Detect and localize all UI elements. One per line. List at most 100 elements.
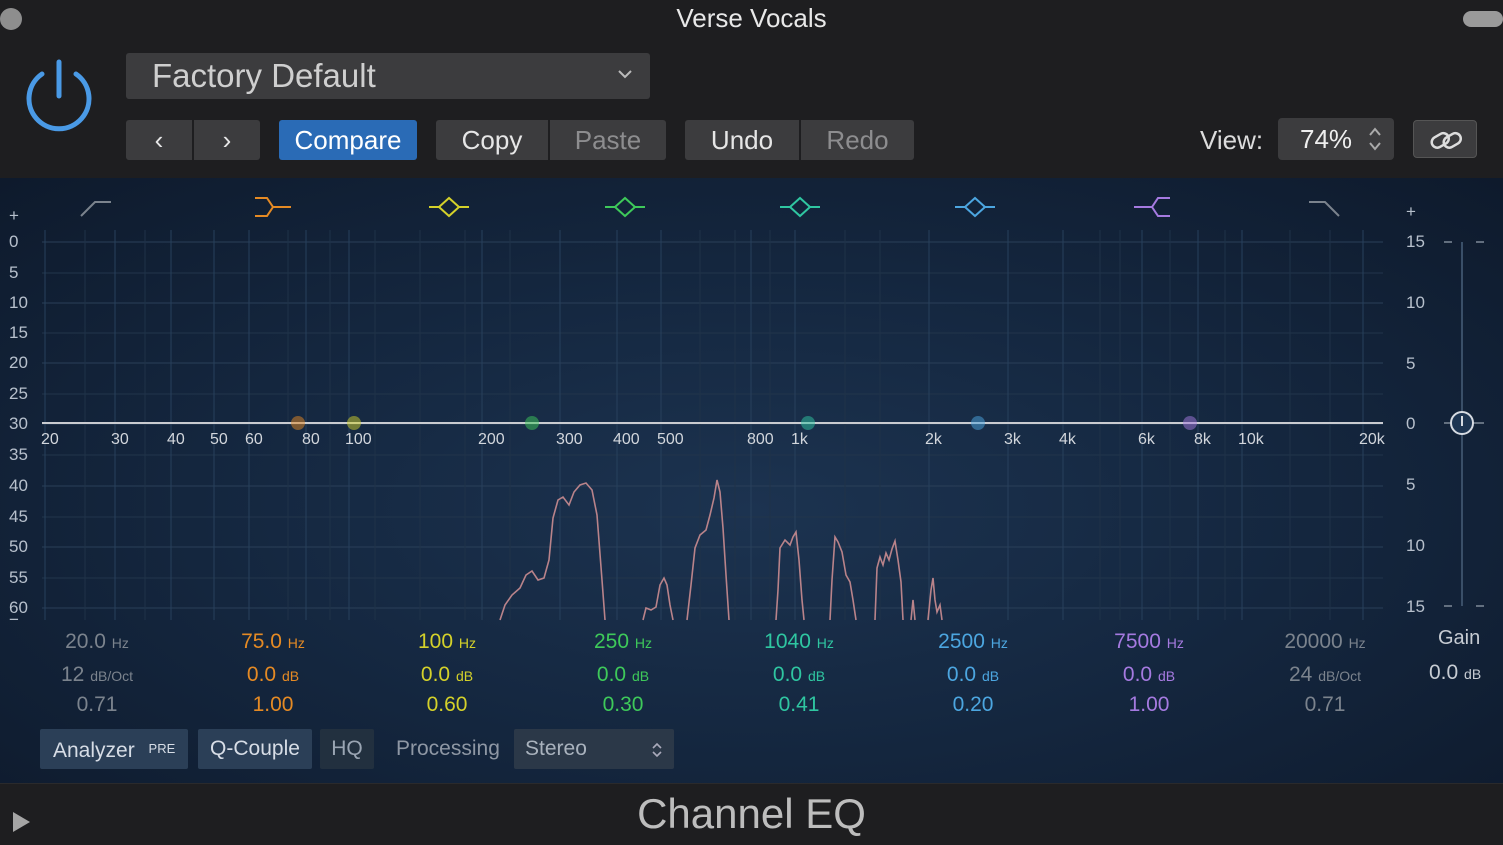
window-toggle-button[interactable]	[1463, 11, 1503, 27]
analyzer-button[interactable]: Analyzer PRE	[40, 729, 188, 769]
left-scale-label: 55	[9, 568, 28, 587]
frequency-label: 3k	[1004, 431, 1021, 448]
compare-button[interactable]: Compare	[279, 120, 417, 160]
band-q-value: 0.20	[952, 693, 994, 716]
band-5-q[interactable]: 0.41	[729, 693, 869, 717]
left-scale-label: 0	[9, 232, 19, 251]
gain-value-unit: dB	[1464, 666, 1482, 682]
band-2-q[interactable]: 1.00	[203, 693, 343, 717]
band-frequency-value: 2500	[938, 630, 985, 653]
band-3-gain[interactable]: 0.0 dB	[377, 663, 517, 687]
left-scale-label: 15	[9, 323, 28, 342]
paste-button[interactable]: Paste	[550, 120, 666, 160]
band-5-gain[interactable]: 0.0 dB	[729, 663, 869, 687]
band-8-gain[interactable]: 24 dB/Oct	[1255, 663, 1395, 687]
band-q-value: 0.30	[602, 693, 644, 716]
band-frequency-unit: Hz	[111, 635, 129, 651]
band-5-frequency[interactable]: 1040 Hz	[729, 630, 869, 654]
right-scale-label: 15	[1406, 232, 1425, 251]
processing-select[interactable]: Stereo	[514, 729, 674, 769]
left-scale-label: 50	[9, 537, 28, 556]
preset-menu[interactable]: Factory Default	[126, 53, 650, 99]
frequency-label: 80	[302, 431, 320, 448]
band-7-q[interactable]: 1.00	[1079, 693, 1219, 717]
band-gain-value: 12	[61, 663, 85, 686]
frequency-label: 30	[111, 431, 129, 448]
right-scale-label: 5	[1406, 475, 1416, 494]
band-3-q[interactable]: 0.60	[377, 693, 517, 717]
band-2-gain[interactable]: 0.0 dB	[203, 663, 343, 687]
undo-button[interactable]: Undo	[685, 120, 799, 160]
low-cut-icon[interactable]	[77, 192, 117, 222]
left-scale-label: −	[9, 610, 19, 629]
updown-chevron-icon	[1369, 127, 1381, 151]
band-gain-value: 0.0	[246, 663, 277, 686]
band-frequency-unit: Hz	[634, 635, 652, 651]
right-scale-label: 15	[1406, 597, 1425, 616]
hq-button[interactable]: HQ	[320, 729, 374, 769]
band-2-frequency[interactable]: 75.0 Hz	[203, 630, 343, 654]
updown-chevron-icon	[652, 742, 662, 758]
gain-slider[interactable]	[1440, 230, 1490, 620]
copy-button[interactable]: Copy	[436, 120, 548, 160]
view-zoom-stepper[interactable]: 74%	[1278, 118, 1394, 160]
previous-preset-button[interactable]: ‹	[126, 120, 192, 160]
play-triangle-icon[interactable]	[13, 812, 30, 832]
analyzer-spectrum	[499, 479, 943, 621]
band-handle-2[interactable]	[291, 416, 305, 430]
high-shelf-icon[interactable]	[1132, 192, 1172, 222]
frequency-label: 300	[556, 431, 583, 448]
band-7-gain[interactable]: 0.0 dB	[1079, 663, 1219, 687]
power-icon[interactable]	[22, 58, 96, 134]
band-handle-3[interactable]	[347, 416, 361, 430]
band-gain-value: 0.0	[946, 663, 977, 686]
right-scale-label: 0	[1406, 414, 1416, 433]
band-q-value: 1.00	[1128, 693, 1170, 716]
bell-band-3-icon[interactable]	[429, 192, 469, 222]
frequency-label: 8k	[1194, 431, 1211, 448]
left-scale-label: 35	[9, 445, 28, 464]
link-button[interactable]	[1413, 120, 1477, 158]
band-handle-4[interactable]	[525, 416, 539, 430]
redo-button[interactable]: Redo	[801, 120, 914, 160]
high-cut-icon[interactable]	[1305, 192, 1345, 222]
low-shelf-icon[interactable]	[253, 192, 293, 222]
band-6-q[interactable]: 0.20	[903, 693, 1043, 717]
band-4-frequency[interactable]: 250 Hz	[553, 630, 693, 654]
frequency-label: 50	[210, 431, 228, 448]
band-8-q[interactable]: 0.71	[1255, 693, 1395, 717]
band-8-frequency[interactable]: 20000 Hz	[1255, 630, 1395, 654]
close-button[interactable]	[0, 8, 22, 30]
view-label: View:	[1200, 125, 1264, 155]
band-7-frequency[interactable]: 7500 Hz	[1079, 630, 1219, 654]
band-1-frequency[interactable]: 20.0 Hz	[27, 630, 167, 654]
left-scale-label: 45	[9, 507, 28, 526]
band-handle-7[interactable]	[1183, 416, 1197, 430]
processing-value: Stereo	[525, 737, 587, 760]
bell-band-4-icon[interactable]	[605, 192, 645, 222]
q-couple-button[interactable]: Q-Couple	[198, 729, 312, 769]
band-3-frequency[interactable]: 100 Hz	[377, 630, 517, 654]
left-scale-label: 10	[9, 293, 28, 312]
band-gain-unit: dB/Oct	[90, 668, 133, 684]
bell-band-5-icon[interactable]	[780, 192, 820, 222]
band-6-frequency[interactable]: 2500 Hz	[903, 630, 1043, 654]
band-1-gain[interactable]: 12 dB/Oct	[27, 663, 167, 687]
band-4-q[interactable]: 0.30	[553, 693, 693, 717]
band-gain-value: 24	[1289, 663, 1313, 686]
plugin-name: Channel EQ	[637, 790, 866, 837]
band-4-gain[interactable]: 0.0 dB	[553, 663, 693, 687]
next-preset-button[interactable]: ›	[194, 120, 260, 160]
gain-value-number: 0.0	[1429, 661, 1459, 684]
gain-value[interactable]: 0.0 dB	[1429, 661, 1481, 685]
band-handle-5[interactable]	[801, 416, 815, 430]
bell-band-6-icon[interactable]	[955, 192, 995, 222]
band-6-gain[interactable]: 0.0 dB	[903, 663, 1043, 687]
analyzer-pre-label[interactable]: PRE	[148, 741, 176, 756]
band-1-q[interactable]: 0.71	[27, 693, 167, 717]
band-gain-unit: dB	[1157, 668, 1176, 684]
eq-graph[interactable]	[0, 178, 1503, 783]
band-gain-value: 0.0	[772, 663, 803, 686]
band-handle-6[interactable]	[971, 416, 985, 430]
